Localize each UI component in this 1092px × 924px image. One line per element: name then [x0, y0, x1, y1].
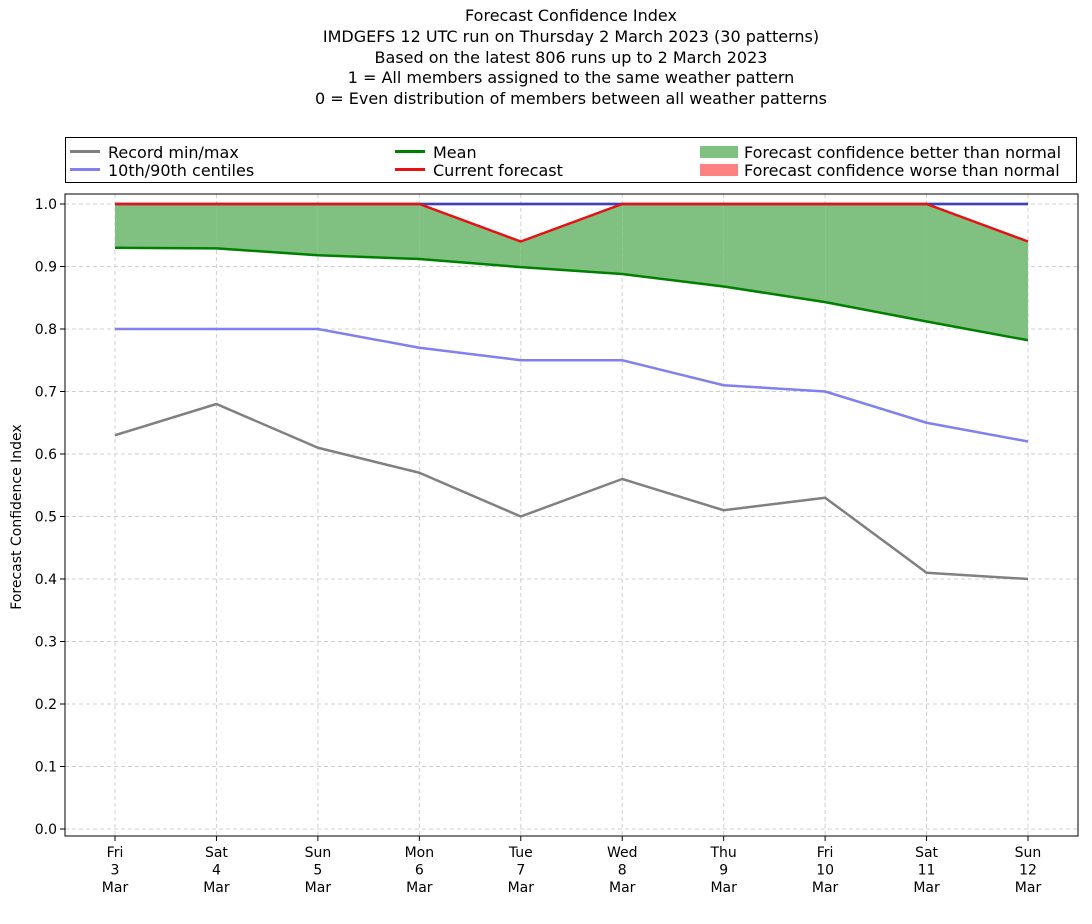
x-tick-label-date: 4 — [212, 863, 221, 879]
legend-label-mean: Mean — [433, 143, 477, 162]
x-tick-label-date: 6 — [415, 863, 424, 879]
x-tick-label-month: Mar — [609, 880, 636, 896]
x-tick-label-month: Mar — [305, 880, 332, 896]
x-tick-label-date: 8 — [618, 863, 627, 879]
legend-item-better: Forecast confidence better than normal — [700, 144, 1061, 162]
x-tick-label-month: Mar — [710, 880, 737, 896]
x-tick-label-month: Mar — [1015, 880, 1042, 896]
plot-frame — [64, 193, 1079, 837]
x-tick-label-date: 10 — [816, 863, 834, 879]
x-tick-label-day: Wed — [607, 845, 638, 861]
x-tick-label-month: Mar — [203, 880, 230, 896]
x-tick-label-month: Mar — [102, 880, 129, 896]
legend-item-mean: Mean — [395, 144, 477, 162]
confidence-fill — [926, 204, 1028, 341]
x-tick-label-date: 11 — [918, 863, 936, 879]
confidence-fill — [723, 204, 826, 303]
x-tick-label-day: Tue — [508, 845, 533, 861]
legend-swatch-centiles — [70, 168, 100, 171]
confidence-fill — [622, 204, 724, 287]
confidence-fill — [520, 204, 623, 274]
x-tick-label-month: Mar — [913, 880, 940, 896]
x-tick-label-date: 9 — [719, 863, 728, 879]
y-tick-label: 0.5 — [35, 510, 57, 526]
legend-label-record: Record min/max — [108, 143, 239, 162]
y-tick-label: 0.3 — [35, 635, 57, 651]
axis-layer: 0.00.10.20.30.40.50.60.70.80.91.0Fri3Mar… — [35, 193, 1079, 896]
chart-title: Forecast Confidence Index — [465, 6, 677, 25]
chart-subtitle-zero: 0 = Even distribution of members between… — [314, 89, 828, 109]
series-line-p10 — [115, 327, 1029, 443]
x-tick-label-day: Sun — [1015, 845, 1042, 861]
legend-swatch-worse — [700, 163, 738, 176]
y-tick-label: 0.7 — [35, 385, 57, 401]
legend-item-centiles: 10th/90th centiles — [70, 162, 254, 180]
legend-label-worse: Forecast confidence worse than normal — [744, 161, 1060, 180]
chart-subtitle-runs: Based on the latest 806 runs up to 2 Mar… — [374, 47, 768, 67]
legend-swatch-better — [700, 145, 738, 158]
legend-item-current: Current forecast — [395, 162, 563, 180]
legend-swatch-mean — [395, 150, 425, 153]
y-tick-label: 0.1 — [35, 760, 57, 776]
y-axis-label: Forecast Confidence Index — [9, 424, 25, 609]
y-tick-label: 1.0 — [35, 197, 57, 213]
chart-title-block: Forecast Confidence Index IMDGEFS 12 UTC… — [0, 6, 1092, 110]
x-tick-label-day: Sat — [915, 845, 938, 861]
y-tick-label: 0.4 — [35, 572, 57, 588]
y-tick-label: 0.2 — [35, 697, 57, 713]
series-line-current — [115, 202, 1029, 243]
x-tick-label-day: Sat — [205, 845, 228, 861]
x-tick-label-month: Mar — [508, 880, 535, 896]
legend-swatch-current — [395, 168, 425, 171]
legend-label-current: Current forecast — [433, 161, 563, 180]
confidence-fill — [216, 204, 318, 256]
y-tick-label: 0.8 — [35, 322, 57, 338]
series-line-record-min — [114, 402, 1029, 581]
x-tick-label-date: 3 — [111, 863, 120, 879]
x-tick-label-day: Thu — [710, 845, 737, 861]
legend-item-record: Record min/max — [70, 144, 239, 162]
chart-legend: Record min/max 10th/90th centiles Mean C… — [65, 137, 1077, 183]
x-tick-label-date: 12 — [1019, 863, 1037, 879]
confidence-fill — [317, 204, 420, 259]
x-tick-label-day: Fri — [107, 845, 124, 861]
series-layer — [114, 202, 1029, 581]
legend-label-centiles: 10th/90th centiles — [108, 161, 255, 180]
x-tick-label-date: 7 — [516, 863, 525, 879]
x-tick-label-day: Sun — [305, 845, 332, 861]
confidence-fill — [825, 204, 927, 322]
fill-layer — [115, 204, 1028, 341]
x-tick-label-day: Mon — [405, 845, 435, 861]
chart-subtitle-one: 1 = All members assigned to the same wea… — [347, 68, 795, 88]
confidence-fill — [419, 204, 521, 268]
y-tick-label: 0.9 — [35, 260, 57, 276]
series-line-mean — [114, 246, 1029, 342]
chart-subtitle-run: IMDGEFS 12 UTC run on Thursday 2 March 2… — [322, 26, 820, 46]
y-tick-label: 0.6 — [35, 447, 57, 463]
legend-swatch-record — [70, 150, 100, 153]
confidence-fill — [115, 204, 217, 249]
legend-item-worse: Forecast confidence worse than normal — [700, 162, 1060, 180]
x-tick-label-date: 5 — [313, 863, 322, 879]
x-tick-label-month: Mar — [812, 880, 839, 896]
legend-label-better: Forecast confidence better than normal — [744, 143, 1062, 162]
y-tick-label: 0.0 — [35, 822, 57, 838]
x-tick-label-day: Fri — [817, 845, 834, 861]
x-tick-label-month: Mar — [406, 880, 433, 896]
